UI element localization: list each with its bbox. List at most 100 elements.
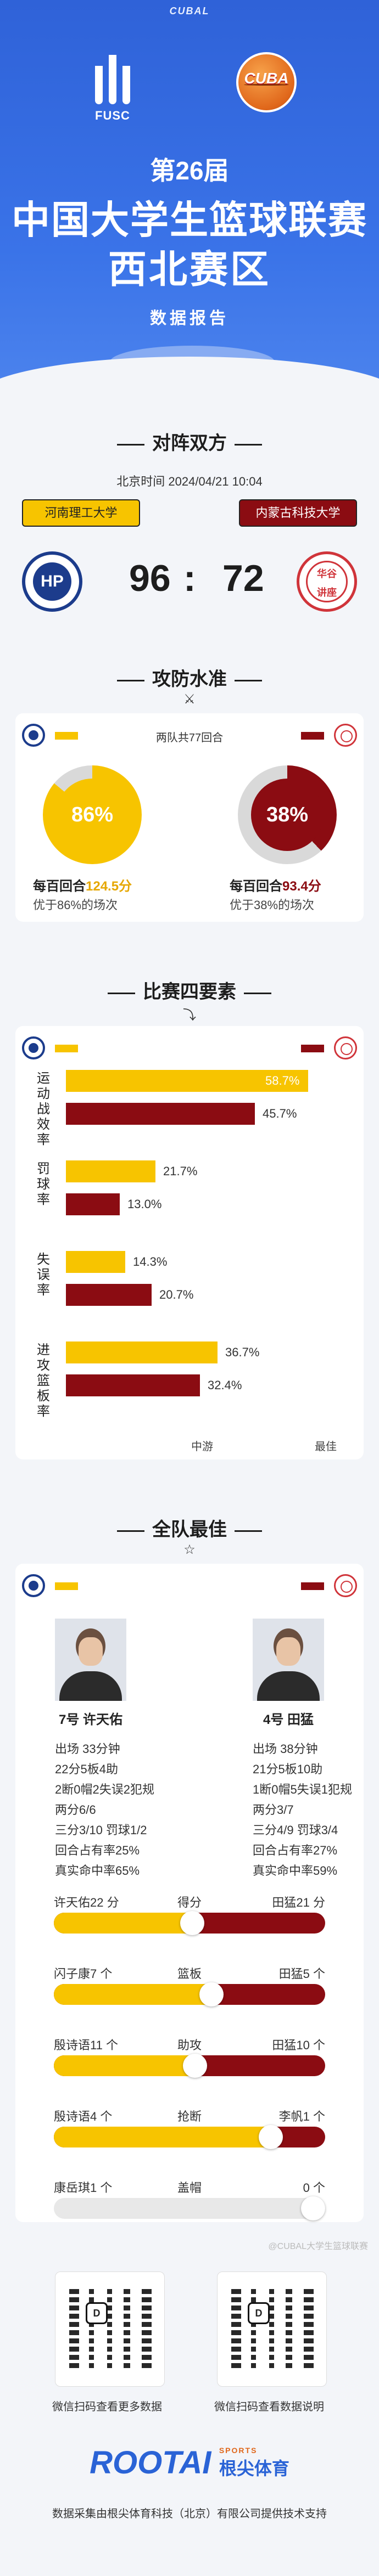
qr-right-caption: 微信扫码查看数据说明 <box>214 2401 324 2413</box>
rootai-wordmark: ROOTAI <box>90 2445 211 2481</box>
away-factor-bar <box>66 1103 255 1125</box>
player-stat-line: 两分3/7 <box>253 1803 294 1817</box>
match-time: 北京时间 2024/04/21 10:04 <box>116 475 263 488</box>
away-factor-bar <box>66 1374 200 1396</box>
factor-label: 进攻篮板率 <box>37 1343 50 1419</box>
player-stat-line: 两分6/6 <box>55 1803 96 1817</box>
leader-compare-bar <box>54 2125 325 2149</box>
home-mini-logo <box>22 1036 45 1059</box>
home-ppp-rank: 优于86%的场次 <box>33 898 118 912</box>
home-color-swatch <box>55 1045 78 1052</box>
home-share-fill <box>54 1913 192 1934</box>
home-leader-label: 许天佑22 分 <box>54 1896 119 1909</box>
report-label: 数据报告 <box>150 309 229 328</box>
axis-max-label: 最佳 <box>315 1441 337 1453</box>
qr-code-data-explanation[interactable]: D <box>217 2271 327 2387</box>
compare-knob <box>259 2125 283 2149</box>
away-mini-logo <box>334 1036 357 1059</box>
away-ppp-caption: 每百回合93.4分 <box>230 879 321 894</box>
away-color-swatch <box>301 1582 324 1590</box>
player-stat-line: 2断0帽2失误2犯规 <box>55 1783 154 1796</box>
home-best-player: 7号 许天佑 <box>27 1619 154 1728</box>
player-stat-line: 1断0帽5失误1犯规 <box>253 1783 352 1796</box>
stat-category-label: 盖帽 <box>177 2181 202 2195</box>
away-team-tag: 内蒙古科技大学 <box>239 499 357 527</box>
home-factor-bar <box>66 1341 218 1363</box>
leader-compare-row: 康岳琪1 个 盖帽 0 个 <box>15 2178 364 2233</box>
best-legend <box>15 1572 364 1599</box>
compare-knob <box>199 1982 224 2006</box>
report-header: CUBAL FUSC CUBA 第26届 中国大学生篮球联赛 西北赛区 数据报告 <box>0 0 379 417</box>
fusc-label: FUSC <box>95 109 130 122</box>
away-color-swatch <box>301 732 324 740</box>
away-mini-logo <box>334 1574 357 1597</box>
away-efficiency-pct: 38% <box>251 779 324 851</box>
season-heading: 第26届 <box>150 156 229 185</box>
score-separator: : <box>183 557 196 599</box>
away-leader-label: 李帆1 个 <box>278 2110 325 2123</box>
away-ppp-rank: 优于38%的场次 <box>230 898 315 912</box>
away-leader-label: 田猛5 个 <box>278 1967 325 1981</box>
player-stat-line: 回合占有率27% <box>253 1844 338 1857</box>
region-title: 西北赛区 <box>108 248 271 291</box>
home-mini-logo <box>22 1574 45 1597</box>
factor-label: 运动战效率 <box>37 1071 50 1147</box>
home-efficiency-pct: 86% <box>56 779 129 851</box>
compare-knob <box>301 2196 325 2220</box>
stat-category-label: 助攻 <box>177 2038 202 2052</box>
cuba-basketball-logo: CUBA <box>236 52 297 112</box>
player-stat-line: 真实命中率65% <box>55 1864 140 1878</box>
stat-category-label: 得分 <box>177 1896 202 1909</box>
crossed-swords-icon: ⚔ <box>183 692 196 707</box>
star-trophy-icon: ☆ <box>183 1542 196 1557</box>
home-factor-value: 21.7% <box>163 1164 198 1178</box>
home-color-swatch <box>55 732 78 740</box>
home-share-fill <box>54 1984 211 2005</box>
efficiency-card: 两队共77回合 86% 38% 每百回合124.5分 优于86%的场次 每百回合… <box>15 713 364 922</box>
stat-category-label: 抢断 <box>177 2110 202 2123</box>
away-team-logo: 华谷 讲座 <box>297 551 357 612</box>
leader-compare-bar <box>54 1911 325 1935</box>
home-factor-bar <box>66 1160 155 1182</box>
four-factors-legend <box>15 1034 364 1062</box>
away-player-photo <box>253 1619 324 1701</box>
away-color-swatch <box>301 1045 324 1052</box>
home-share-fill <box>54 2127 271 2147</box>
home-factor-bar <box>66 1070 308 1092</box>
player-stat-line: 出场 33分钟 <box>55 1742 120 1756</box>
efficiency-section-title: 攻防水准 <box>0 664 379 691</box>
home-factor-bar <box>66 1251 125 1273</box>
factor-label: 失误率 <box>37 1252 50 1298</box>
home-factor-value: 58.7% <box>265 1074 300 1087</box>
qr-code-more-data[interactable]: D <box>55 2271 165 2387</box>
away-efficiency-donut: 38% <box>238 765 337 864</box>
axis-mid-label: 中游 <box>191 1441 213 1453</box>
away-best-player: 4号 田猛 <box>225 1619 352 1728</box>
home-leader-label: 殷诗语11 个 <box>54 2038 118 2052</box>
possessions-note: 两队共77回合 <box>155 732 224 744</box>
cuba-label: CUBA <box>244 70 289 87</box>
efficiency-legend: 两队共77回合 <box>15 721 364 749</box>
away-leader-label: 田猛10 个 <box>272 2038 325 2052</box>
player-stat-line: 三分4/9 罚球3/4 <box>253 1823 338 1837</box>
factor-label: 罚球率 <box>37 1162 50 1207</box>
leader-compare-bar <box>54 2196 325 2220</box>
away-leader-label: 0 个 <box>303 2181 325 2195</box>
leader-compare-row: 许天佑22 分 得分 田猛21 分 <box>15 1893 364 1948</box>
player-stat-line: 22分5板4助 <box>55 1762 118 1776</box>
away-factor-value: 32.4% <box>208 1378 242 1392</box>
home-leader-label: 殷诗语4 个 <box>54 2110 113 2123</box>
watermark: @CUBAL大学生篮球联赛 <box>268 2242 368 2251</box>
away-leader-label: 田猛21 分 <box>272 1896 325 1909</box>
away-mini-logo <box>334 724 357 747</box>
stat-category-label: 篮板 <box>177 1967 202 1981</box>
home-mini-logo <box>22 724 45 747</box>
tech-support-credit: 数据采集由根尖体育科技（北京）有限公司提供技术支持 <box>52 2508 327 2520</box>
home-player-photo <box>55 1619 126 1701</box>
home-leader-label: 康岳琪1 个 <box>54 2181 113 2195</box>
compare-knob <box>183 2054 207 2078</box>
qr-logo-icon: D <box>248 2302 270 2324</box>
league-title: 中国大学生篮球联赛 <box>12 199 367 241</box>
away-factor-bar <box>66 1193 120 1215</box>
player-stat-line: 回合占有率25% <box>55 1844 140 1857</box>
